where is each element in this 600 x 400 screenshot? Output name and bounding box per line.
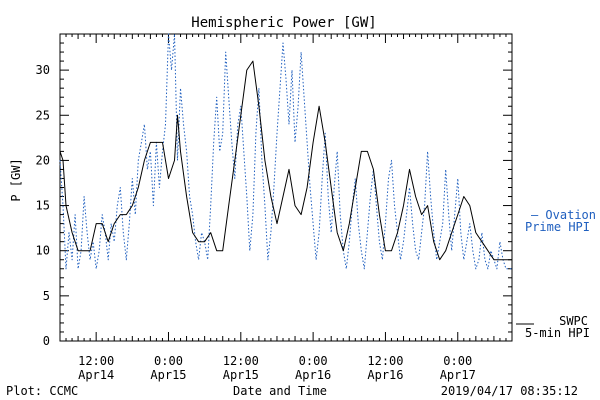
x-tick-time-label: 0:00 xyxy=(299,354,328,368)
ovation-prime-hpi-line xyxy=(59,33,512,270)
legend-ovation-label-line2: Prime HPI xyxy=(525,220,590,234)
x-tick-date-label: Apr17 xyxy=(440,368,476,382)
x-tick-time-label: 12:00 xyxy=(78,354,114,368)
footer-timestamp: 2019/04/17 08:35:12 xyxy=(441,384,578,398)
y-tick-label: 25 xyxy=(36,108,50,122)
x-tick-date-label: Apr15 xyxy=(223,368,259,382)
x-tick-date-label: Apr16 xyxy=(295,368,331,382)
x-tick-time-label: 12:00 xyxy=(223,354,259,368)
x-tick-date-label: Apr16 xyxy=(367,368,403,382)
y-tick-label: 15 xyxy=(36,199,50,213)
footer-credit: Plot: CCMC xyxy=(6,384,78,398)
swpc-hpi-line xyxy=(59,60,512,261)
x-tick-time-label: 0:00 xyxy=(154,354,183,368)
y-tick-label: 30 xyxy=(36,63,50,77)
legend-swpc-label-line1: SWPC xyxy=(559,314,588,328)
legend-ovation-label-line1: — Ovation xyxy=(531,208,596,222)
y-tick-label: 0 xyxy=(43,334,50,348)
y-tick-label: 20 xyxy=(36,153,50,167)
x-tick-time-label: 0:00 xyxy=(443,354,472,368)
chart-title: Hemispheric Power [GW] xyxy=(191,15,376,31)
x-tick-date-label: Apr14 xyxy=(78,368,114,382)
x-tick-date-label: Apr15 xyxy=(150,368,186,382)
x-tick-time-label: 12:00 xyxy=(367,354,403,368)
y-axis-label: P [GW] xyxy=(9,158,23,201)
legend-swpc-label-line2: 5-min HPI xyxy=(525,326,590,340)
y-tick-label: 10 xyxy=(36,244,50,258)
x-axis-label: Date and Time xyxy=(233,384,327,398)
y-tick-label: 5 xyxy=(43,289,50,303)
